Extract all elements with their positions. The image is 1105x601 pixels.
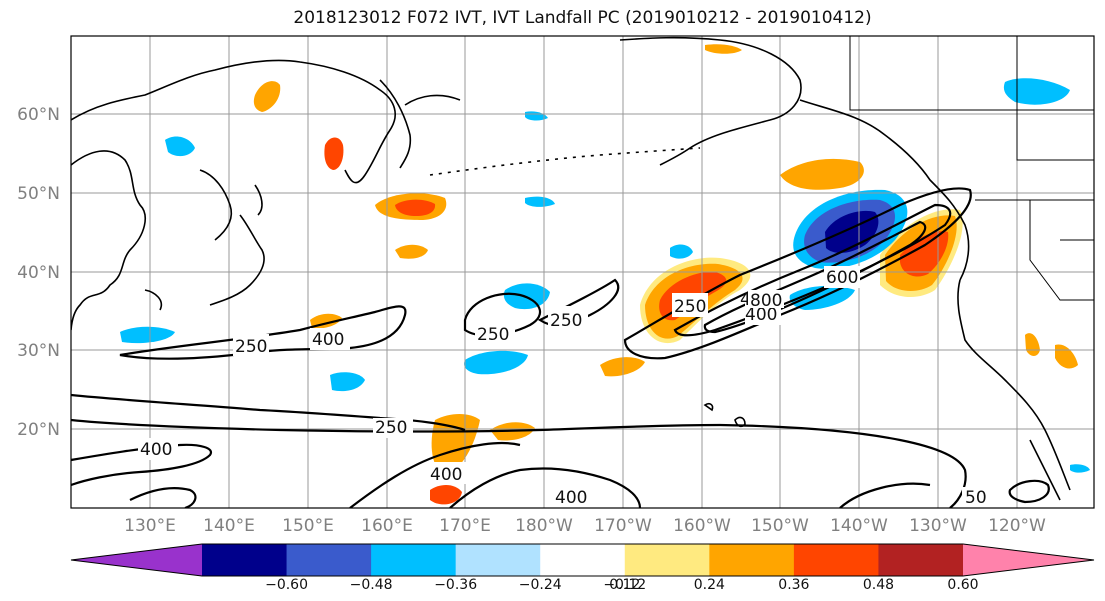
colorbar-segment	[624, 544, 710, 576]
contour-label: 400	[140, 440, 172, 460]
contour-label: 800	[750, 291, 782, 311]
colorbar-tick-label: 0.60	[947, 577, 978, 593]
lon-label: 140°W	[830, 516, 888, 536]
lat-label: 30°N	[17, 341, 60, 361]
lon-label: 170°E	[439, 516, 491, 536]
lon-label: 140°E	[203, 516, 255, 536]
contour-label: 250	[235, 337, 267, 357]
colorbar-segment	[793, 544, 879, 576]
colorbar-segment	[709, 544, 795, 576]
colorbar	[70, 543, 1095, 577]
coastlines	[71, 36, 1071, 501]
lon-label: 130°E	[124, 516, 176, 536]
lon-label: 160°W	[673, 516, 731, 536]
lat-label: 40°N	[17, 263, 60, 283]
colorbar-tick-label: −0.12	[603, 577, 646, 593]
negative-anomaly-shading	[120, 78, 1090, 473]
colorbar-labels: −0.60 −0.48 −0.36 −0.24 −0.120.12 0.24 0.36 0.4…	[265, 577, 978, 593]
colorbar-outline	[70, 543, 1095, 577]
colorbar-extend-low	[71, 544, 202, 576]
ivt-contours	[71, 187, 1050, 508]
colorbar-tick-label: −0.48	[350, 577, 393, 593]
contour-label: 250	[477, 325, 509, 345]
contour-label: 250	[550, 311, 582, 331]
colorbar-tick-label: 0.36	[778, 577, 809, 593]
contour-label: 400	[555, 488, 587, 508]
lon-label: 120°W	[988, 516, 1046, 536]
colorbar-tick-label: 0.48	[863, 577, 894, 593]
lon-label: 160°E	[361, 516, 413, 536]
colorbar-tick-label: −0.60	[265, 577, 308, 593]
colorbar-tick-label: 0.24	[694, 577, 725, 593]
contour-labels: 250 400 250 250 250 400 600 400 800 400 …	[138, 266, 990, 508]
contour-label: 250	[674, 297, 706, 317]
colorbar-segment	[540, 544, 626, 576]
map-frame	[70, 35, 1095, 509]
lon-label: 170°W	[594, 516, 652, 536]
latitude-labels: 60°N 50°N 40°N 30°N 20°N	[17, 105, 60, 440]
contour-label: 400	[312, 330, 344, 350]
colorbar-segment	[286, 544, 372, 576]
colorbar-segment	[202, 544, 288, 576]
borders	[849, 36, 1094, 301]
lon-label: 150°W	[751, 516, 809, 536]
lat-label: 60°N	[17, 105, 60, 125]
lon-label: 150°E	[282, 516, 334, 536]
colorbar-segment	[878, 544, 964, 576]
contour-label: 250	[375, 418, 407, 438]
colorbar-segment	[455, 544, 541, 576]
lon-label: 130°W	[909, 516, 967, 536]
colorbar-extend-high	[963, 544, 1094, 576]
lat-label: 50°N	[17, 184, 60, 204]
colorbar-tick-label: −0.24	[519, 577, 562, 593]
contour-label: 600	[826, 268, 858, 288]
colorbar-tick-label: −0.36	[434, 577, 477, 593]
longitude-labels: 130°E 140°E 150°E 160°E 170°E 180°W 170°…	[124, 516, 1046, 536]
lon-label: 180°W	[515, 516, 573, 536]
contour-label: 50	[965, 488, 987, 508]
colorbar-tick-label: 0.12	[609, 577, 640, 593]
colorbar-segment	[371, 544, 457, 576]
contour-label: 400	[430, 465, 462, 485]
map-title: 2018123012 F072 IVT, IVT Landfall PC (20…	[293, 8, 872, 28]
lat-label: 20°N	[17, 420, 60, 440]
contour-label: 400	[745, 305, 777, 325]
